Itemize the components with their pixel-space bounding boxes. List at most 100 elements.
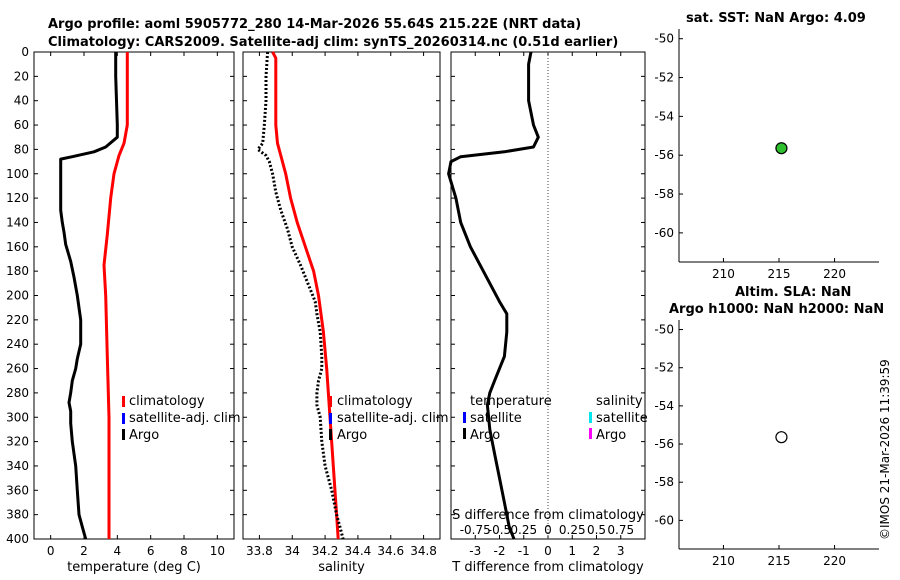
- salinity-xlabel: salinity: [318, 560, 365, 575]
- depth-tick-label-220: 220: [6, 313, 29, 327]
- sst-map-ytick-label--54: -54: [654, 109, 674, 123]
- sst-map-ytick-label--50: -50: [654, 32, 674, 46]
- sal-legend-satellite-label: satellite-adj. clim: [337, 411, 449, 426]
- sal-legend-argo-swatch: [329, 429, 332, 440]
- difference-xtick-label: 1: [568, 544, 576, 558]
- copyright-stamp: ©IMOS 21-Mar-2026 11:39:59: [878, 359, 892, 540]
- diff-s-tick-label: 0: [544, 523, 552, 537]
- legend-satellite-label: satellite-adj. clim: [129, 411, 241, 426]
- sst-map-xtick-label-210: 210: [712, 267, 735, 281]
- temperature-axes-frame: [33, 51, 235, 540]
- title-line-1: Argo profile: aoml 5905772_280 14-Mar-20…: [48, 17, 581, 32]
- temperature-xtick-label: 8: [180, 544, 188, 558]
- sla-title-1: Altim. SLA: NaN: [735, 285, 851, 300]
- sla-map-xtick-label-220: 220: [823, 554, 846, 568]
- salinity-xtick-label: 34.8: [410, 544, 437, 558]
- diff-legend-temperature-header: temperature: [470, 394, 552, 409]
- diff-legend-s-argo-label: Argo: [596, 428, 626, 443]
- sal-legend-satellite-swatch: [329, 413, 332, 424]
- sst-map-panel: -50 -52 -54 -56 -58 -60 210 215 220: [654, 29, 879, 281]
- difference-panel: -3 -2 -1 0 1 2 3 T difference from climatology S…: [447, 51, 646, 575]
- temperature-xlabel: temperature (deg C): [67, 560, 201, 575]
- diff-s-tick-label: 0.75: [607, 523, 634, 537]
- temperature-panel: 0204060801001201401601802002202402602803…: [6, 45, 235, 575]
- legend-climatology-label: climatology: [129, 394, 205, 409]
- diff-legend-salinity-header: salinity: [596, 394, 643, 409]
- salinity-series-argo: [256, 51, 345, 540]
- sla-map-xtick-label-210: 210: [712, 554, 735, 568]
- depth-tick-label-280: 280: [6, 386, 29, 400]
- sla-map-ytick-label--58: -58: [654, 475, 674, 489]
- sla-map-ytick-label--52: -52: [654, 361, 674, 375]
- depth-tick-label-180: 180: [6, 264, 29, 278]
- depth-tick-label-380: 380: [6, 508, 29, 522]
- difference-xlabel: T difference from climatology: [451, 560, 644, 575]
- sst-title: sat. SST: NaN Argo: 4.09: [686, 11, 866, 26]
- diff-legend-t-satellite-label: satellite: [470, 411, 522, 426]
- salinity-xtick-label: 34: [285, 544, 300, 558]
- difference-xtick-label: 2: [593, 544, 601, 558]
- depth-tick-label-400: 400: [6, 532, 29, 546]
- temperature-xtick-label: 6: [147, 544, 155, 558]
- sla-map-xtick-label-215: 215: [768, 554, 791, 568]
- temperature-xtick-label: 2: [80, 544, 88, 558]
- sla-map-ytick-label--60: -60: [654, 513, 674, 527]
- sst-map-xtick-label-220: 220: [823, 267, 846, 281]
- temperature-xtick-label: 4: [114, 544, 122, 558]
- depth-tick-label-320: 320: [6, 435, 29, 449]
- depth-tick-label-200: 200: [6, 289, 29, 303]
- depth-tick-label-20: 20: [14, 69, 29, 83]
- temperature-legend: climatology satellite-adj. clim Argo: [122, 394, 241, 443]
- depth-tick-label-40: 40: [14, 94, 29, 108]
- salinity-xtick-label: 33.8: [246, 544, 273, 558]
- depth-tick-label-0: 0: [21, 45, 29, 59]
- depth-tick-label-100: 100: [6, 167, 29, 181]
- difference-xtick-label: 3: [617, 544, 625, 558]
- sal-legend-argo-label: Argo: [337, 428, 367, 443]
- depth-tick-label-120: 120: [6, 191, 29, 205]
- sst-map-ytick-label--52: -52: [654, 71, 674, 85]
- diff-legend-t-argo-label: Argo: [470, 428, 500, 443]
- diff-legend-t-argo-swatch: [463, 428, 466, 439]
- sla-map-panel: -50 -52 -54 -56 -58 -60 210 215 220: [654, 320, 879, 568]
- diff-legend-t-satellite-swatch: [463, 412, 466, 423]
- difference-xtick-label: 0: [544, 544, 552, 558]
- diff-legend-s-satellite-label: satellite: [596, 411, 648, 426]
- difference-xtick-label: -1: [518, 544, 530, 558]
- sst-map-float-position-marker: [775, 142, 788, 155]
- sla-map-ytick-label--54: -54: [654, 399, 674, 413]
- difference-xtick-label: -3: [469, 544, 481, 558]
- difference-series-argo-t-clim: [447, 51, 540, 540]
- legend-satellite-swatch: [122, 413, 125, 424]
- temperature-series-argo: [59, 52, 119, 540]
- diff-s-xlabel: S difference from climatology: [452, 508, 644, 523]
- diff-s-tick-label: -0.75: [460, 523, 491, 537]
- salinity-axes-frame: [242, 51, 441, 540]
- legend-argo-swatch: [122, 429, 125, 440]
- depth-tick-label-140: 140: [6, 215, 29, 229]
- salinity-panel: 33.8 34 34.2 34.4 34.6 34.8 salinity: [242, 51, 441, 575]
- difference-legend: temperature satellite Argo salinity sate…: [463, 394, 648, 443]
- sst-map-ytick-label--56: -56: [654, 148, 674, 162]
- temperature-series-climatology: [102, 52, 129, 539]
- depth-tick-label-80: 80: [14, 142, 29, 156]
- sla-map-ytick-label--56: -56: [654, 437, 674, 451]
- diff-s-tick-label: 0.5: [587, 523, 606, 537]
- sla-map-ytick-label--50: -50: [654, 323, 674, 337]
- legend-climatology-swatch: [122, 396, 125, 407]
- sla-title-2: Argo h1000: NaN h2000: NaN: [669, 302, 884, 317]
- difference-xtick-label: -2: [494, 544, 506, 558]
- depth-tick-label-160: 160: [6, 240, 29, 254]
- salinity-legend: climatology satellite-adj. clim Argo: [329, 394, 449, 443]
- diff-legend-s-argo-swatch: [589, 428, 592, 439]
- title-line-2: Climatology: CARS2009. Satellite-adj cli…: [48, 35, 618, 50]
- salinity-xtick-label: 34.4: [345, 544, 372, 558]
- salinity-xtick-label: 34.2: [312, 544, 339, 558]
- temperature-xtick-label: 0: [47, 544, 55, 558]
- diff-legend-s-satellite-swatch: [589, 412, 592, 423]
- depth-tick-label-340: 340: [6, 459, 29, 473]
- salinity-xtick-label: 34.6: [377, 544, 404, 558]
- diff-s-tick-label: 0.25: [559, 523, 586, 537]
- sst-map-ytick-label--58: -58: [654, 187, 674, 201]
- depth-tick-label-260: 260: [6, 362, 29, 376]
